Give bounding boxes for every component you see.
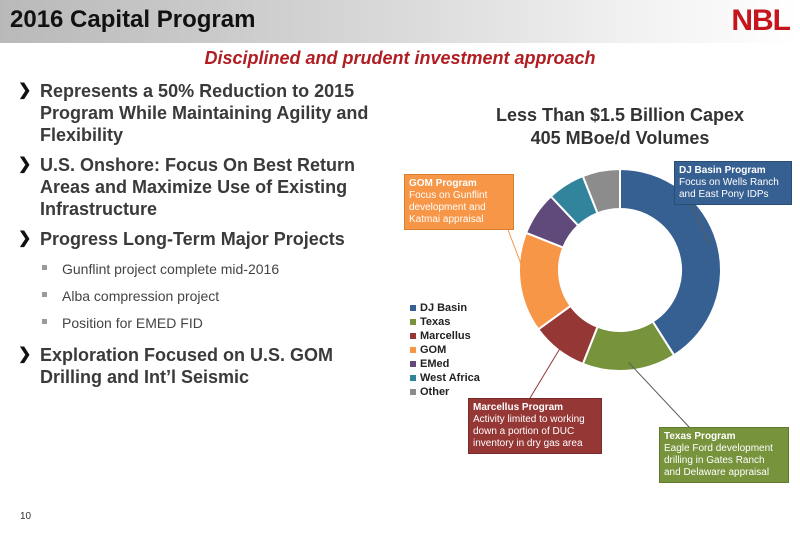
legend-swatch <box>410 333 416 339</box>
callout-heading: GOM Program <box>409 178 477 189</box>
chart-title-line: 405 MBoe/d Volumes <box>530 128 710 148</box>
legend-swatch <box>410 375 416 381</box>
callout-body: Eagle Ford development drilling in Gates… <box>664 443 773 478</box>
square-bullet-icon <box>42 319 47 324</box>
sub-bullet-item: Position for EMED FID <box>18 314 398 332</box>
sub-bullet-text: Position for EMED FID <box>62 315 203 331</box>
bullet-text: Represents a 50% Reduction to 2015 Progr… <box>40 81 369 145</box>
bullet-text: U.S. Onshore: Focus On Best Return Areas… <box>40 155 356 219</box>
legend-item: DJ Basin <box>410 301 480 315</box>
callout-heading: DJ Basin Program <box>679 165 766 176</box>
sub-bullet-text: Alba compression project <box>62 288 220 304</box>
chart-title-line: Less Than $1.5 Billion Capex <box>495 105 745 125</box>
chart-title: Less Than $1.5 Billion Capex 405 MBoe/d … <box>470 104 770 150</box>
legend-item: EMed <box>410 357 480 371</box>
chevron-right-icon: ❯ <box>18 230 32 247</box>
legend-label: Other <box>420 386 450 398</box>
legend-swatch <box>410 347 416 353</box>
legend-item: West Africa <box>410 371 480 385</box>
title-bar <box>0 0 800 43</box>
legend-item: Marcellus <box>410 329 480 343</box>
legend-swatch <box>410 319 416 325</box>
chevron-right-icon: ❯ <box>18 82 32 99</box>
legend-swatch <box>410 361 416 367</box>
company-logo: NBL <box>731 4 791 37</box>
legend-item: Other <box>410 385 480 399</box>
bullet-list: ❯ Represents a 50% Reduction to 2015 Pro… <box>18 80 398 396</box>
legend-swatch <box>410 389 416 395</box>
legend-label: EMed <box>420 358 450 370</box>
bullet-item: ❯ Exploration Focused on U.S. GOM Drilli… <box>18 344 398 388</box>
connector-texas <box>628 362 691 429</box>
bullet-item: ❯ Represents a 50% Reduction to 2015 Pro… <box>18 80 398 146</box>
square-bullet-icon <box>42 292 47 297</box>
legend-swatch <box>410 305 416 311</box>
legend-item: GOM <box>410 343 480 357</box>
callout-heading: Texas Program <box>664 431 736 442</box>
callout-heading: Marcellus Program <box>473 402 564 413</box>
square-bullet-icon <box>42 265 47 270</box>
donut-slice-other <box>581 167 621 215</box>
chevron-right-icon: ❯ <box>18 156 32 173</box>
callout-marcellus: Marcellus Program Activity limited to wo… <box>468 398 602 454</box>
legend-label: GOM <box>420 344 447 356</box>
callout-texas: Texas Program Eagle Ford development dri… <box>659 427 789 483</box>
chevron-right-icon: ❯ <box>18 346 32 363</box>
legend-item: Texas <box>410 315 480 329</box>
bullet-text: Exploration Focused on U.S. GOM Drilling… <box>40 345 334 387</box>
legend-label: Texas <box>420 316 451 328</box>
sub-bullet-item: Gunflint project complete mid-2016 <box>18 260 398 278</box>
legend-label: Marcellus <box>420 330 471 342</box>
bullet-item: ❯ U.S. Onshore: Focus On Best Return Are… <box>18 154 398 220</box>
sub-bullet-text: Gunflint project complete mid-2016 <box>62 261 280 277</box>
connector-marcellus <box>529 343 564 399</box>
bullet-text: Progress Long-Term Major Projects <box>40 229 345 249</box>
connector-dj-basin <box>689 202 710 245</box>
bullet-item: ❯ Progress Long-Term Major Projects <box>18 228 398 250</box>
callout-body: Activity limited to working down a porti… <box>473 414 585 449</box>
legend-label: West Africa <box>420 372 480 384</box>
slide-subtitle: Disciplined and prudent investment appro… <box>204 48 596 68</box>
callout-body: Focus on Gunflint development and Katmai… <box>409 190 488 225</box>
slide-title: 2016 Capital Program <box>10 6 256 33</box>
page-number: 10 <box>20 511 32 522</box>
callout-body: Focus on Wells Ranch and East Pony IDPs <box>679 177 779 200</box>
callout-dj-basin: DJ Basin Program Focus on Wells Ranch an… <box>674 161 792 205</box>
chart-legend: DJ Basin Texas Marcellus GOM EMed West Africa… <box>410 301 480 399</box>
legend-label: DJ Basin <box>420 302 468 314</box>
callout-gom: GOM Program Focus on Gunflint developmen… <box>404 174 514 230</box>
sub-bullet-item: Alba compression project <box>18 287 398 305</box>
